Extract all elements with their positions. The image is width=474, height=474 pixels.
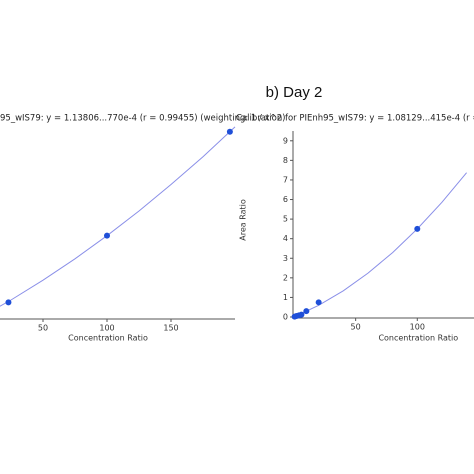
x-tick-label: 50 <box>351 323 361 332</box>
y-tick-label: 4 <box>283 234 288 243</box>
chart-title: Calibration for PIEnh95_wIS79: y = 1.081… <box>236 114 474 124</box>
data-point <box>298 311 305 318</box>
chart-title: 95_wIS79: y = 1.13806...770e-4 (r = 0.99… <box>0 114 286 124</box>
data-point <box>414 225 421 232</box>
data-point <box>226 128 233 135</box>
y-tick-label: 5 <box>283 215 288 224</box>
data-point <box>315 299 322 306</box>
y-tick-label: 6 <box>283 195 288 204</box>
y-tick-label: 7 <box>283 175 288 184</box>
x-axis-label: Concentration Ratio <box>378 334 458 343</box>
panel-label: b) Day 2 <box>266 84 323 101</box>
y-tick-label: 2 <box>283 273 288 282</box>
data-point <box>104 232 110 239</box>
x-tick-label: 100 <box>410 323 425 332</box>
data-point <box>5 299 12 306</box>
x-tick-label: 50 <box>38 324 48 333</box>
y-tick-label: 8 <box>283 156 288 165</box>
fit-line <box>293 172 467 318</box>
y-tick-label: 0 <box>283 313 288 322</box>
fit-line <box>0 126 236 307</box>
x-tick-label: 150 <box>163 324 178 333</box>
y-tick-label: 9 <box>283 136 288 145</box>
y-axis-label: Area Ratio <box>239 199 248 241</box>
x-tick-label: 100 <box>99 324 114 333</box>
y-tick-label: 1 <box>283 293 288 302</box>
data-point <box>303 308 310 315</box>
x-axis-label: Concentration Ratio <box>68 334 148 343</box>
y-tick-label: 3 <box>283 254 288 263</box>
